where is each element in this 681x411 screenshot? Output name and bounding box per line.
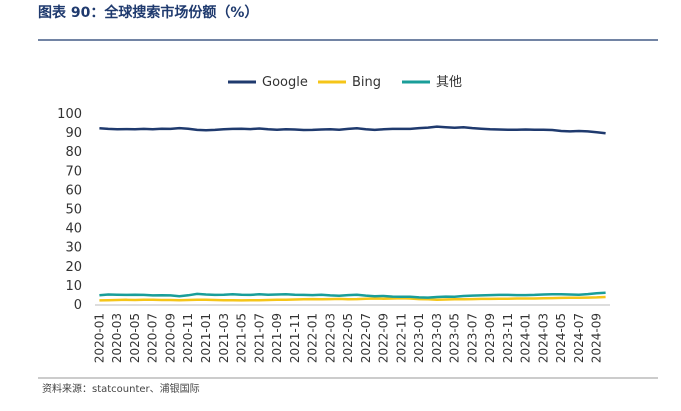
x-tick-label: 2024-05 — [554, 313, 568, 363]
legend-label: 其他 — [436, 75, 462, 90]
y-tick-label: 90 — [65, 126, 82, 141]
x-tick-label: 2022-03 — [323, 313, 337, 363]
y-tick-label: 40 — [65, 222, 82, 237]
y-tick-label: 20 — [65, 260, 82, 275]
source: 资料来源：statcounter、浦银国际 — [42, 382, 200, 395]
x-tick-label: 2023-11 — [501, 313, 515, 363]
x-tick-label: 2022-11 — [394, 313, 408, 363]
x-tick-label: 2021-11 — [288, 313, 302, 363]
x-tick-label: 2023-07 — [465, 313, 479, 363]
x-tick-label: 2021-03 — [217, 313, 231, 363]
x-tick-label: 2023-09 — [483, 313, 497, 363]
series-line — [99, 125, 606, 135]
x-tick-label: 2024-01 — [519, 313, 533, 363]
series-line — [99, 291, 606, 299]
x-tick-label: 2021-07 — [252, 313, 266, 363]
x-tick-label: 2020-09 — [163, 313, 177, 363]
x-tick-label: 2023-05 — [448, 313, 462, 363]
legend-label: Google — [262, 75, 308, 90]
x-tick-label: 2024-07 — [572, 313, 586, 363]
x-tick-label: 2023-01 — [412, 313, 426, 363]
legend-label: Bing — [352, 75, 381, 90]
x-tick-label: 2024-09 — [590, 313, 604, 363]
series-line — [99, 295, 606, 302]
y-tick-label: 10 — [65, 279, 82, 294]
x-tick-label: 2021-09 — [270, 313, 284, 363]
x-tick-label: 2021-01 — [199, 313, 213, 363]
chart-title: 图表 90：全球搜索市场份额（%） — [38, 4, 258, 21]
x-tick-label: 2022-07 — [359, 313, 373, 363]
y-tick-label: 80 — [65, 145, 82, 160]
x-tick-label: 2023-03 — [430, 313, 444, 363]
x-tick-label: 2021-05 — [235, 313, 249, 363]
x-tick-label: 2020-01 — [92, 313, 106, 363]
y-tick-label: 60 — [65, 183, 82, 198]
y-tick-label: 0 — [74, 298, 82, 313]
x-tick-label: 2022-01 — [306, 313, 320, 363]
x-tick-label: 2020-07 — [146, 313, 160, 363]
x-tick-label: 2022-05 — [341, 313, 355, 363]
y-tick-label: 70 — [65, 164, 82, 179]
x-tick-label: 2020-05 — [128, 313, 142, 363]
y-tick-label: 100 — [57, 107, 82, 122]
x-tick-label: 2024-03 — [536, 313, 550, 363]
y-tick-label: 50 — [65, 203, 82, 218]
x-tick-label: 2022-09 — [377, 313, 391, 363]
x-tick-label: 2020-03 — [110, 313, 124, 363]
y-tick-label: 30 — [65, 241, 82, 256]
x-tick-label: 2020-11 — [181, 313, 195, 363]
